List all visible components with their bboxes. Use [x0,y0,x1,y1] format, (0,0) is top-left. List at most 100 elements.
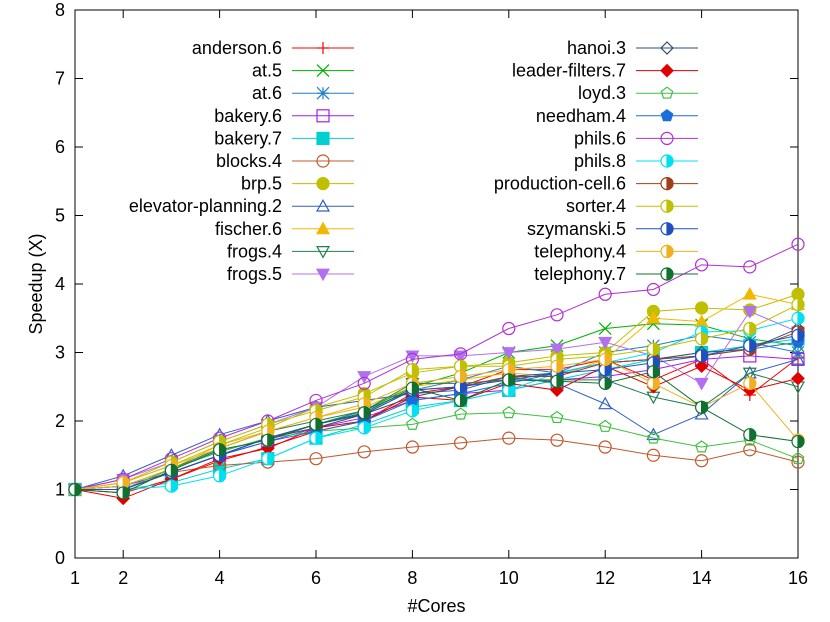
legend-label: bakery.6 [214,106,282,126]
data-point [791,434,805,449]
legend-item: production-cell.6 [494,174,698,194]
legend-item: blocks.4 [216,151,354,171]
data-point [550,359,564,373]
data-point [164,479,178,493]
y-tick-label: 7 [55,69,65,89]
series-at.5 [68,317,805,496]
x-tick-label: 12 [595,568,615,588]
data-point [405,363,419,377]
data-point [164,463,178,477]
data-point [598,322,612,335]
legend-item: telephony.7 [534,264,698,284]
legend-item: brp.5 [241,174,354,194]
data-point [116,486,130,500]
series-telephony.4 [68,352,805,497]
data-point [694,301,709,315]
data-point [550,433,564,447]
legend-item: needham.4 [536,106,698,126]
data-point [646,342,661,356]
legend-swatch-marker [660,267,674,281]
legend-label: hanoi.3 [567,38,626,58]
legend-label: frogs.4 [227,241,282,261]
data-point [791,455,805,469]
series-line [75,338,799,490]
legend-swatch-marker [317,42,329,54]
series-line [74,371,799,494]
data-point [116,476,130,490]
y-axis-label: Speedup (X) [26,233,46,334]
legend-item: frogs.4 [227,241,354,261]
legend-item: anderson.6 [192,38,354,58]
series-anderson.6 [69,351,804,499]
data-point [309,452,323,466]
x-tick-label: 4 [215,568,225,588]
data-point [454,407,468,420]
legend-item: phils.6 [574,128,698,148]
data-point [598,336,613,350]
data-point [501,347,516,360]
legend-label: at.6 [252,83,282,103]
y-tick-label: 0 [55,548,65,568]
data-point [213,469,227,483]
legend-label: needham.4 [536,106,626,126]
series-line [74,358,799,490]
data-point [743,376,757,390]
legend-label: sorter.4 [566,196,626,216]
data-point [694,332,709,346]
legend-label: phils.8 [574,151,626,171]
y-tick-label: 2 [55,411,65,431]
legend-item: fischer.6 [215,219,354,239]
data-point [695,440,709,453]
data-point [68,482,82,497]
data-point [694,349,709,363]
legend-swatch-marker [660,131,674,145]
data-point [598,352,612,366]
legend-swatch-marker [316,64,330,78]
legend-label: frogs.5 [227,264,282,284]
data-point [791,328,805,342]
legend-label: bakery.7 [214,128,282,148]
series-line [74,304,799,490]
data-point [742,367,757,381]
data-point [743,443,757,457]
data-point [694,377,709,391]
data-point [357,421,371,435]
legend-swatch-marker [660,176,674,191]
series-line [74,334,799,490]
series-loyd.3 [68,406,805,495]
legend-swatch-marker [660,41,674,55]
data-point [454,436,468,450]
y-tick-label: 3 [55,343,65,363]
legend-item: leader-filters.7 [512,61,698,81]
series-line [75,317,799,490]
data-point [550,374,564,388]
legend-swatch-marker [660,244,674,259]
data-point [261,452,275,466]
legend-label: elevator-planning.2 [129,196,282,216]
x-tick-label: 16 [788,568,808,588]
series-blocks.4 [68,431,805,497]
data-point [791,371,805,386]
series-line [74,293,799,490]
series-layer [67,237,806,506]
legend-item: sorter.4 [566,196,698,216]
data-point [791,297,805,312]
data-point [502,431,516,445]
legend-item: elevator-planning.2 [129,196,354,216]
data-point [791,237,805,251]
legend-swatch-marker [316,154,330,168]
data-point [454,380,468,394]
data-point [791,311,805,325]
x-tick-label: 2 [118,568,128,588]
series-line [74,357,799,494]
data-point [405,417,419,430]
legend-swatch-marker [316,86,330,100]
series-line [74,358,799,490]
data-point [357,406,371,420]
legend-swatch-marker [660,109,674,122]
data-point [694,258,709,272]
legend-swatch-marker [660,86,674,99]
series-elevator-planning.2 [67,352,806,495]
data-point [357,397,371,411]
